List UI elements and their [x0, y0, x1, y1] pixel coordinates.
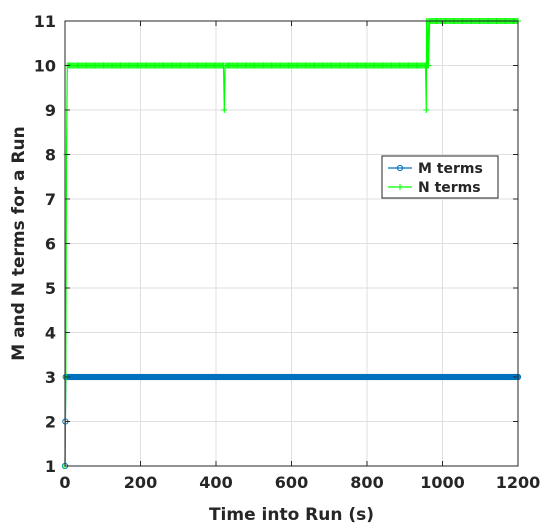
x-tick-label: 0	[59, 473, 70, 492]
x-tick-label: 200	[124, 473, 157, 492]
data-point	[423, 107, 430, 113]
legend: M terms N terms	[381, 155, 499, 199]
y-tick-label: 7	[45, 190, 56, 209]
y-tick-label: 11	[34, 12, 56, 31]
x-tick-label: 400	[199, 473, 232, 492]
y-tick-label: 1	[45, 457, 56, 476]
legend-item: N terms	[388, 180, 481, 196]
y-tick-label: 5	[45, 279, 56, 298]
legend-marker	[396, 164, 404, 172]
x-tick-label: 1200	[496, 473, 541, 492]
y-axis-label: M and N terms for a Run	[9, 126, 29, 361]
grid	[64, 20, 519, 467]
y-tick-label: 3	[45, 368, 56, 387]
y-tick-label: 9	[45, 101, 56, 120]
legend-label: N terms	[418, 180, 481, 196]
data-point	[221, 107, 228, 113]
x-tick-label: 600	[275, 473, 308, 492]
x-axis-label: Time into Run (s)	[209, 505, 374, 525]
y-tick-label: 4	[45, 324, 56, 343]
y-tick-label: 8	[45, 146, 56, 165]
legend-item: M terms	[388, 161, 483, 177]
y-tick-label: 6	[45, 235, 56, 254]
data-point	[425, 62, 432, 69]
x-tick-label: 800	[350, 473, 383, 492]
axis-ticks: 0 200 400 600 800 1000 1200 1 2 3 4 5 6 7 8 9 10 11	[34, 12, 541, 492]
x-tick-label: 1000	[420, 473, 465, 492]
y-tick-label: 10	[34, 57, 56, 76]
legend-marker	[397, 184, 403, 190]
legend-box	[381, 155, 499, 199]
y-tick-label: 2	[45, 413, 56, 432]
legend-label: M terms	[418, 161, 483, 177]
